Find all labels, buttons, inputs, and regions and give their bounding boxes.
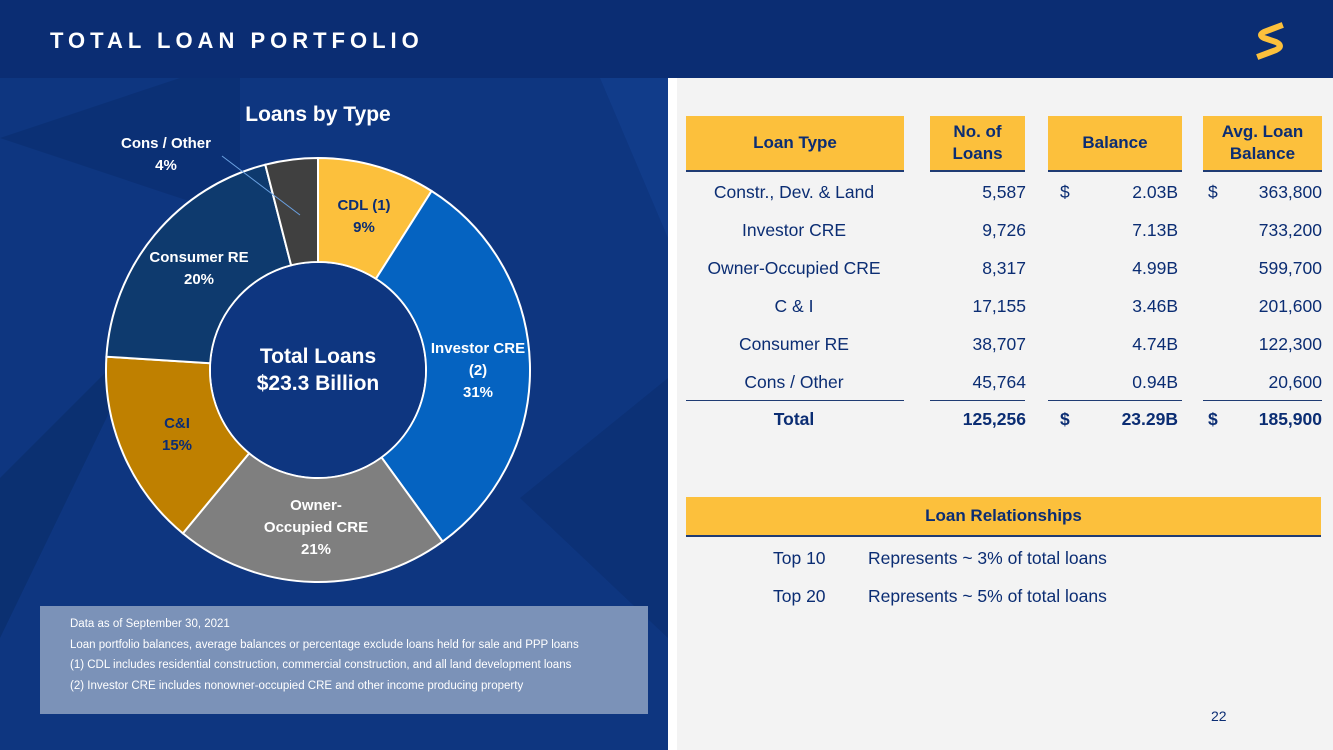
total-rule-type — [686, 400, 904, 401]
page-title: TOTAL LOAN PORTFOLIO — [50, 28, 424, 53]
row-dollar-sign-balance: $ — [1060, 182, 1070, 202]
total-dollar-sign-balance: $ — [1060, 409, 1070, 429]
page-number: 22 — [1211, 708, 1227, 724]
relationship-top20-label: Top 20 — [773, 586, 826, 606]
relationship-top10-text: Represents ~ 3% of total loans — [868, 548, 1107, 568]
center-label-line-2: $23.3 Billion — [257, 372, 380, 395]
row-loan-type: Constr., Dev. & Land — [713, 182, 875, 202]
pie-label-3-line-0: C&I — [164, 415, 190, 432]
pie-slice-1 — [374, 189, 531, 543]
total-label: Total — [773, 409, 815, 429]
pie-label-3-line-1: 15% — [162, 437, 192, 454]
total-dollar-sign-avg: $ — [1208, 409, 1218, 429]
total-avg-balance: 185,900 — [1258, 409, 1322, 429]
row-loan-type: Consumer RE — [739, 334, 849, 354]
row-avg-balance: 599,700 — [1258, 258, 1322, 278]
row-balance: 3.46B — [1132, 296, 1178, 316]
row-dollar-sign-avg: $ — [1208, 182, 1218, 202]
company-logo-icon — [1256, 22, 1284, 60]
row-avg-balance: 20,600 — [1268, 372, 1322, 392]
pie-label-4-line-0: Consumer RE — [149, 249, 248, 266]
total-rule-avg — [1203, 400, 1322, 401]
pie-slices — [105, 156, 531, 583]
center-label-line-1: Total Loans — [260, 345, 376, 368]
row-num-loans: 9,726 — [982, 220, 1026, 240]
loans-by-type-chart: Loans by Type CDL (1) 9% Investor CRE (2) 31… — [0, 78, 668, 638]
pie-slice-2 — [181, 451, 445, 583]
pie-label-2-line-1: Occupied CRE — [264, 519, 368, 536]
header-balance: Balance — [1048, 116, 1182, 172]
cons-other-leader-line — [221, 155, 301, 216]
row-avg-balance: 363,800 — [1258, 182, 1322, 202]
row-avg-balance: 733,200 — [1258, 220, 1322, 240]
panel-divider — [668, 78, 677, 750]
pie-label-2-line-0: Owner- — [290, 497, 342, 514]
total-num-loans: 125,256 — [962, 409, 1026, 429]
row-avg-balance: 201,600 — [1258, 296, 1322, 316]
pie-label-5-line-1: 4% — [155, 157, 177, 174]
footnote-investor-cre: (2) Investor CRE includes nonowner-occup… — [70, 679, 524, 692]
row-balance: 7.13B — [1132, 220, 1178, 240]
pie-labels: CDL (1) 9% Investor CRE (2) 31% Owner- Occupie… — [121, 135, 525, 558]
relationship-top10-label: Top 10 — [773, 548, 826, 568]
header-loan-type: Loan Type — [686, 116, 904, 172]
row-num-loans: 45,764 — [972, 372, 1026, 392]
table-panel — [677, 78, 1333, 750]
pie-slice-4 — [105, 163, 293, 365]
chart-title: Loans by Type — [245, 103, 390, 126]
pie-label-0-line-0: CDL (1) — [337, 197, 390, 214]
row-loan-type: Cons / Other — [744, 372, 844, 392]
row-loan-type: Investor CRE — [741, 220, 847, 240]
header-bar: TOTAL LOAN PORTFOLIO — [0, 0, 1333, 78]
row-balance: 4.74B — [1132, 334, 1178, 354]
total-balance: 23.29B — [1121, 409, 1178, 429]
row-num-loans: 38,707 — [972, 334, 1026, 354]
pie-label-5-line-0: Cons / Other — [121, 135, 211, 152]
row-balance: 4.99B — [1132, 258, 1178, 278]
row-num-loans: 8,317 — [982, 258, 1026, 278]
relationship-top20-text: Represents ~ 5% of total loans — [868, 586, 1107, 606]
pie-label-2-line-2: 21% — [301, 541, 331, 558]
pie-label-1-line-2: 31% — [463, 384, 493, 401]
header-avg-balance: Avg. Loan Balance — [1203, 116, 1322, 172]
loan-relationships-header: Loan Relationships — [686, 497, 1321, 537]
row-num-loans: 5,587 — [982, 182, 1026, 202]
pie-label-1-line-0: Investor CRE — [431, 340, 525, 357]
pie-slice-3 — [105, 355, 251, 535]
footnote-cdl: (1) CDL includes residential constructio… — [70, 659, 572, 671]
footnote-exclusions: Loan portfolio balances, average balance… — [70, 638, 579, 651]
row-balance: 2.03B — [1132, 182, 1178, 202]
total-rule-num — [930, 400, 1025, 401]
row-balance: 0.94B — [1132, 372, 1178, 392]
row-loan-type: C & I — [774, 296, 814, 316]
pie-slice-5 — [264, 156, 319, 267]
row-avg-balance: 122,300 — [1258, 334, 1322, 354]
total-rule-balance — [1048, 400, 1182, 401]
header-num-loans: No. of Loans — [930, 116, 1025, 172]
pie-label-0-line-1: 9% — [353, 219, 375, 236]
footnotes-box: Data as of September 30, 2021 Loan portf… — [40, 606, 648, 714]
donut-hole — [211, 263, 425, 477]
pie-label-4-line-1: 20% — [184, 271, 214, 288]
pie-label-1-line-1: (2) — [469, 362, 487, 379]
row-num-loans: 17,155 — [972, 296, 1026, 316]
row-loan-type: Owner-Occupied CRE — [707, 258, 881, 278]
footnote-date: Data as of September 30, 2021 — [70, 618, 230, 630]
